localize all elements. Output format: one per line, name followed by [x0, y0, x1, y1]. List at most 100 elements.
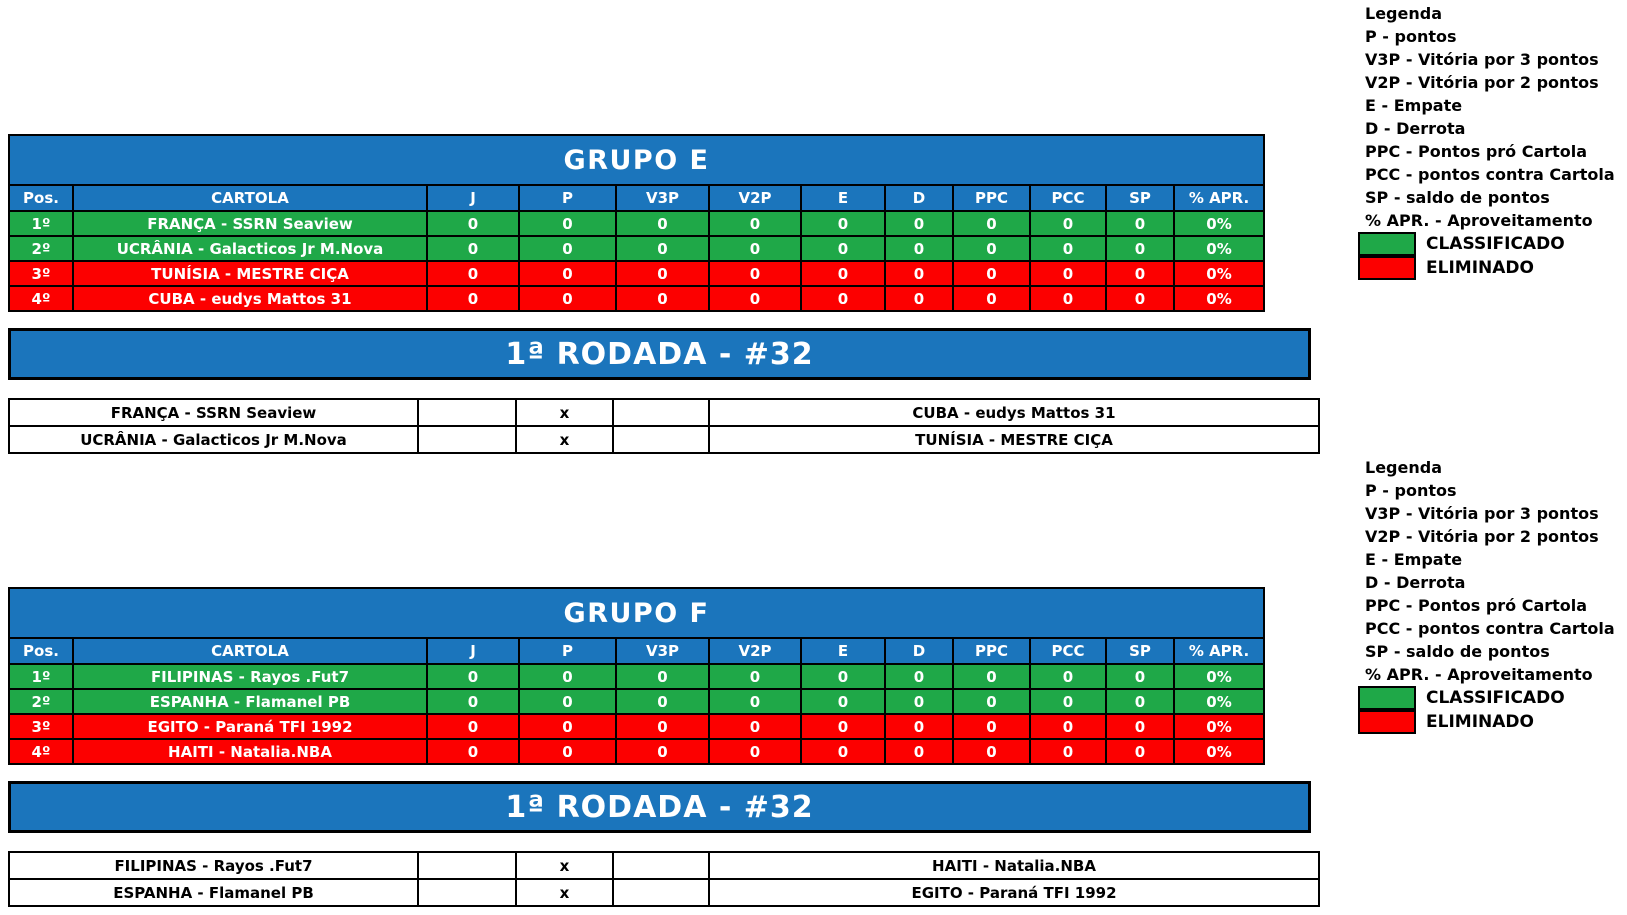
stat-cell: 0: [426, 285, 520, 312]
group-title-row: GRUPO F: [7, 587, 1266, 639]
stat-cell: 0: [1105, 663, 1175, 690]
group-title: GRUPO F: [7, 587, 1266, 639]
stat-cell: 0%: [1172, 688, 1266, 715]
stat-cell: 0: [426, 738, 520, 765]
stat-cell: 0: [615, 713, 710, 740]
stat-cell: 0: [800, 210, 886, 237]
stat-cell: 0: [952, 285, 1031, 312]
stat-cell: 0: [615, 285, 710, 312]
col-header-sp: SP: [1105, 184, 1175, 212]
legend-item-ppc: PPC - Pontos pró Cartola: [1365, 142, 1588, 161]
stat-cell: 0: [708, 235, 802, 262]
standings-row: 4º CUBA - eudys Mattos 31 0 0 0 0 0 0 0 …: [8, 285, 1266, 312]
legend-title: Legenda: [1365, 4, 1442, 23]
stat-cell: 0: [426, 235, 520, 262]
stat-cell: 0: [426, 260, 520, 287]
col-header-apr: % APR.: [1172, 184, 1266, 212]
stat-cell: 0: [1029, 713, 1107, 740]
stat-cell: 0: [884, 738, 954, 765]
stat-cell: 0: [426, 210, 520, 237]
standings-row: 4º HAITI - Natalia.NBA 0 0 0 0 0 0 0 0 0…: [8, 738, 1266, 765]
stat-cell: 0: [952, 738, 1031, 765]
legend-item-pcc: PCC - pontos contra Cartola: [1365, 165, 1615, 184]
position-cell: 1º: [8, 663, 74, 690]
stat-cell: 0: [518, 738, 617, 765]
col-header-v2p: V2P: [708, 184, 802, 212]
legend-top: Legenda P - pontos V3P - Vitória por 3 p…: [1358, 2, 1615, 280]
stat-cell: 0: [952, 260, 1031, 287]
stat-cell: 0: [1029, 210, 1107, 237]
legend-item-apr: % APR. - Aproveitamento: [1365, 665, 1593, 684]
stat-cell: 0: [615, 260, 710, 287]
stat-cell: 0: [1105, 235, 1175, 262]
position-cell: 2º: [8, 235, 74, 262]
stat-cell: 0: [708, 260, 802, 287]
stat-cell: 0: [884, 285, 954, 312]
match-row: UCRÂNIA - Galacticos Jr M.Nova x TUNÍSIA…: [8, 425, 1320, 454]
away-score-cell: [612, 398, 710, 427]
match-row: ESPANHA - Flamanel PB x EGITO - Paraná T…: [8, 878, 1320, 907]
stat-cell: 0: [708, 713, 802, 740]
col-header-pcc: PCC: [1029, 184, 1107, 212]
stat-cell: 0: [708, 738, 802, 765]
stat-cell: 0: [426, 713, 520, 740]
legend-item-e: E - Empate: [1365, 550, 1463, 569]
team-cell: UCRÂNIA - Galacticos Jr M.Nova: [72, 235, 428, 262]
stat-cell: 0: [884, 210, 954, 237]
stat-cell: 0: [800, 688, 886, 715]
stat-cell: 0: [800, 713, 886, 740]
stat-cell: 0: [1029, 688, 1107, 715]
stat-cell: 0: [952, 713, 1031, 740]
stat-cell: 0: [615, 235, 710, 262]
away-team-cell: EGITO - Paraná TFI 1992: [708, 878, 1320, 907]
stat-cell: 0%: [1172, 738, 1266, 765]
standings-row: 2º ESPANHA - Flamanel PB 0 0 0 0 0 0 0 0…: [8, 688, 1266, 715]
eliminated-label: ELIMINADO: [1426, 258, 1534, 278]
round-banner-group-f: 1ª RODADA - #32: [8, 781, 1311, 833]
col-header-p: P: [518, 184, 617, 212]
stat-cell: 0: [884, 663, 954, 690]
legend-item-sp: SP - saldo de pontos: [1365, 642, 1550, 661]
standings-row: 2º UCRÂNIA - Galacticos Jr M.Nova 0 0 0 …: [8, 235, 1266, 262]
eliminated-color-swatch: [1358, 710, 1416, 734]
standings-header-row: Pos. CARTOLA J P V3P V2P E D PPC PCC SP …: [8, 637, 1266, 665]
legend-item-p: P - pontos: [1365, 481, 1457, 500]
stat-cell: 0: [884, 260, 954, 287]
versus-cell: x: [515, 398, 614, 427]
stat-cell: 0: [884, 713, 954, 740]
home-team-cell: FRANÇA - SSRN Seaview: [8, 398, 419, 427]
legend-eliminated-row: ELIMINADO: [1358, 710, 1615, 734]
home-team-cell: UCRÂNIA - Galacticos Jr M.Nova: [8, 425, 419, 454]
stat-cell: 0: [708, 663, 802, 690]
versus-cell: x: [515, 878, 614, 907]
stat-cell: 0: [800, 285, 886, 312]
legend-item-d: D - Derrota: [1365, 573, 1466, 592]
stat-cell: 0: [952, 235, 1031, 262]
stat-cell: 0: [1029, 260, 1107, 287]
stat-cell: 0: [952, 210, 1031, 237]
away-team-cell: TUNÍSIA - MESTRE CIÇA: [708, 425, 1320, 454]
position-cell: 4º: [8, 738, 74, 765]
col-header-e: E: [800, 637, 886, 665]
stat-cell: 0: [708, 285, 802, 312]
col-header-pos: Pos.: [8, 184, 74, 212]
standings-row: 1º FILIPINAS - Rayos .Fut7 0 0 0 0 0 0 0…: [8, 663, 1266, 690]
stat-cell: 0: [518, 713, 617, 740]
stat-cell: 0: [1029, 235, 1107, 262]
versus-cell: x: [515, 425, 614, 454]
group-f-standings-table: GRUPO F Pos. CARTOLA J P V3P V2P E D PPC…: [7, 587, 1266, 765]
legend-item-sp: SP - saldo de pontos: [1365, 188, 1550, 207]
stat-cell: 0%: [1172, 713, 1266, 740]
round-title: 1ª RODADA - #32: [505, 789, 814, 825]
col-header-j: J: [426, 184, 520, 212]
col-header-d: D: [884, 184, 954, 212]
round-title: 1ª RODADA - #32: [505, 336, 814, 372]
stat-cell: 0: [952, 663, 1031, 690]
col-header-j: J: [426, 637, 520, 665]
stat-cell: 0: [1105, 210, 1175, 237]
versus-cell: x: [515, 851, 614, 880]
legend-item-v3p: V3P - Vitória por 3 pontos: [1365, 504, 1599, 523]
classified-label: CLASSIFICADO: [1426, 234, 1565, 254]
legend-item-v3p: V3P - Vitória por 3 pontos: [1365, 50, 1599, 69]
stat-cell: 0: [615, 663, 710, 690]
